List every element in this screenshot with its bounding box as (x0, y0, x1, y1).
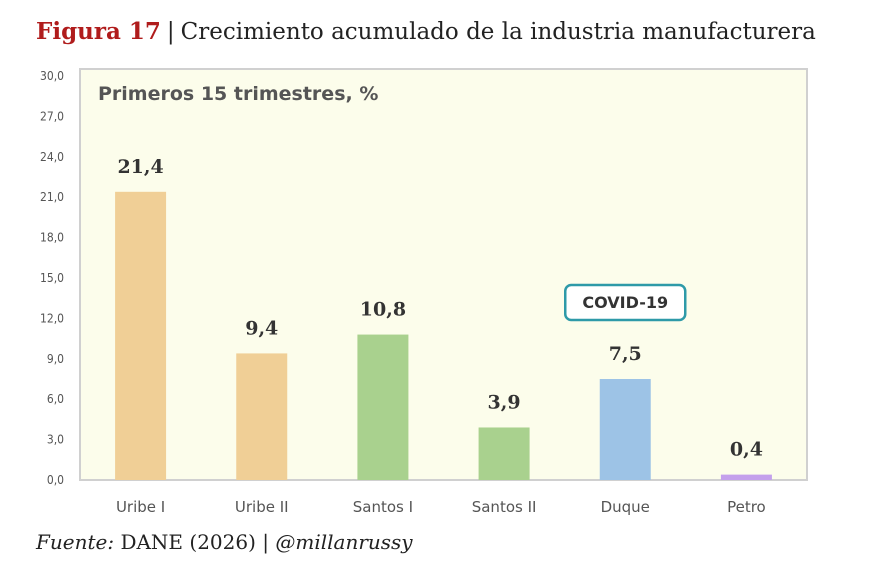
data-label: 21,4 (117, 156, 163, 178)
x-category-label: Petro (727, 498, 766, 516)
y-tick-label: 24,0 (40, 150, 64, 164)
covid-box (564, 283, 687, 322)
bar (115, 191, 167, 480)
source-note: Fuente: DANE (2026) | @millanrussy (36, 530, 413, 554)
data-label: 10,8 (360, 299, 406, 321)
y-tick-label: 6,0 (47, 392, 64, 406)
bar (236, 353, 288, 480)
figure-title: Figura 17 | Crecimiento acumulado de la in… (36, 18, 816, 45)
source-text: DANE (2026) | (120, 530, 269, 554)
data-labels: 21,4 9,4 10,8 3,9 7,5 0,4 (117, 156, 763, 461)
y-tick-label: 18,0 (40, 231, 64, 245)
figure-number: Figura 17 (36, 18, 161, 45)
covid-annotation: COVID-19 (564, 283, 687, 322)
plot-area (79, 68, 808, 481)
y-axis: 0,0 3,0 6,0 9,0 12,0 15,0 18,0 21,0 24,0 27,0 30,0 (40, 69, 64, 487)
data-label: 7,5 (609, 343, 642, 365)
bar (478, 427, 530, 480)
source-handle: @millanrussy (275, 530, 413, 554)
x-axis: Uribe I Uribe II Santos I Santos II Duque Pet… (116, 498, 766, 516)
data-label: 9,4 (245, 317, 278, 339)
y-tick-label: 9,0 (47, 352, 64, 366)
bar (599, 379, 651, 480)
covid-label: COVID-19 (582, 293, 668, 312)
y-tick-label: 12,0 (40, 311, 64, 325)
bar-chart: Primeros 15 trimestres, % 0,0 3,0 6,0 9,0 12… (40, 68, 808, 516)
y-tick-label: 3,0 (47, 433, 64, 447)
y-tick-label: 30,0 (40, 69, 64, 83)
figure-title-text: Crecimiento acumulado de la industria ma… (180, 19, 816, 45)
bar (720, 474, 772, 480)
y-tick-label: 27,0 (40, 109, 64, 123)
data-label: 0,4 (730, 439, 763, 461)
source-label: Fuente: (36, 530, 115, 554)
y-tick-label: 15,0 (40, 271, 64, 285)
x-category-label: Uribe II (235, 498, 289, 516)
figure-separator: | (166, 19, 175, 45)
x-category-label: Uribe I (116, 498, 165, 516)
y-tick-label: 0,0 (47, 473, 64, 487)
x-category-label: Santos I (353, 498, 413, 516)
x-category-label: Santos II (472, 498, 537, 516)
data-label: 3,9 (488, 391, 521, 413)
chart-title: Primeros 15 trimestres, % (98, 83, 378, 105)
y-tick-label: 21,0 (40, 190, 64, 204)
x-category-label: Duque (601, 498, 650, 516)
bar (357, 334, 409, 480)
bars (115, 191, 772, 480)
